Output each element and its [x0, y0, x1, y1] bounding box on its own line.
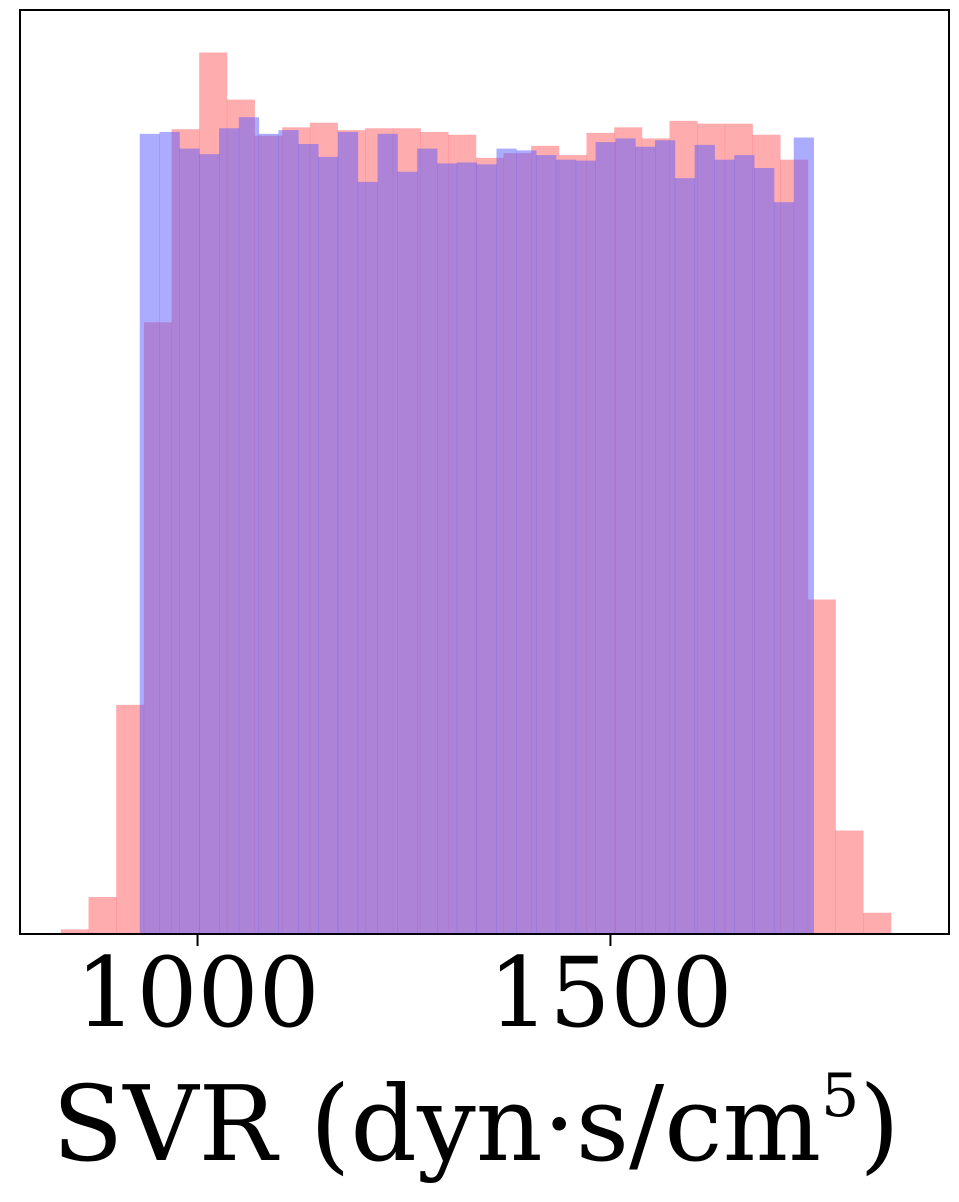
histogram-bar [298, 143, 319, 935]
histogram-bar [116, 704, 145, 934]
histogram-bar [278, 130, 299, 934]
histogram-bar [417, 148, 438, 935]
plot-frame [19, 9, 950, 935]
histogram-bar [139, 133, 160, 935]
histogram-bar [835, 830, 864, 934]
histogram-bar [60, 929, 89, 934]
histogram-bar [555, 159, 577, 935]
histogram-bar [496, 148, 517, 935]
histogram-bar [88, 897, 117, 934]
histogram-bar [754, 168, 775, 934]
histogram-bar [516, 150, 537, 934]
histogram-bar [714, 159, 735, 935]
histogram-bar [863, 912, 892, 934]
histogram-bar [238, 117, 260, 934]
x-tick-label: 1000 [75, 937, 319, 1049]
histogram-bar [199, 154, 220, 935]
histogram-bar [476, 164, 497, 935]
histogram-bar [258, 133, 279, 935]
histogram-bar [397, 171, 418, 934]
histogram-bar [595, 142, 616, 934]
bars-layer [60, 52, 892, 935]
histogram-bar [219, 128, 240, 935]
histogram-bar [337, 131, 359, 934]
histogram-bar [734, 155, 755, 934]
histogram-bar [694, 144, 715, 935]
histogram-bar [357, 181, 378, 934]
histogram-bar [159, 131, 180, 934]
histogram-bar [655, 140, 676, 934]
histogram-bar [536, 155, 557, 934]
histogram-bar [793, 137, 814, 935]
histogram-bar [575, 160, 596, 934]
x-tick-label: 1500 [488, 937, 732, 1049]
histogram-bar [318, 156, 339, 934]
histogram-bar [179, 148, 200, 935]
series-2 [139, 117, 814, 935]
histogram-bar [635, 146, 656, 934]
x-ticks: 1000 1500 [75, 934, 733, 1049]
histogram-bar [615, 138, 636, 934]
histogram-bar [377, 133, 398, 935]
histogram-bar [773, 202, 795, 934]
histogram-bar [437, 163, 458, 934]
x-axis-title: SVR (dyn·s/cm5) [52, 1061, 900, 1185]
histogram-bar [456, 162, 478, 934]
histogram-bar [674, 178, 696, 935]
